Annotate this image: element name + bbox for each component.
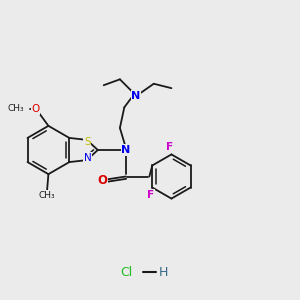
Text: N: N bbox=[84, 153, 92, 163]
Text: S: S bbox=[84, 137, 91, 147]
Text: O: O bbox=[32, 104, 40, 114]
Text: O: O bbox=[98, 174, 108, 187]
Text: Cl: Cl bbox=[120, 266, 133, 279]
Text: F: F bbox=[147, 190, 155, 200]
Text: CH₃: CH₃ bbox=[8, 104, 24, 113]
Text: CH₃: CH₃ bbox=[39, 191, 55, 200]
Text: N: N bbox=[121, 145, 130, 155]
Text: H: H bbox=[159, 266, 168, 279]
Text: F: F bbox=[167, 142, 173, 152]
Text: N: N bbox=[131, 91, 141, 100]
